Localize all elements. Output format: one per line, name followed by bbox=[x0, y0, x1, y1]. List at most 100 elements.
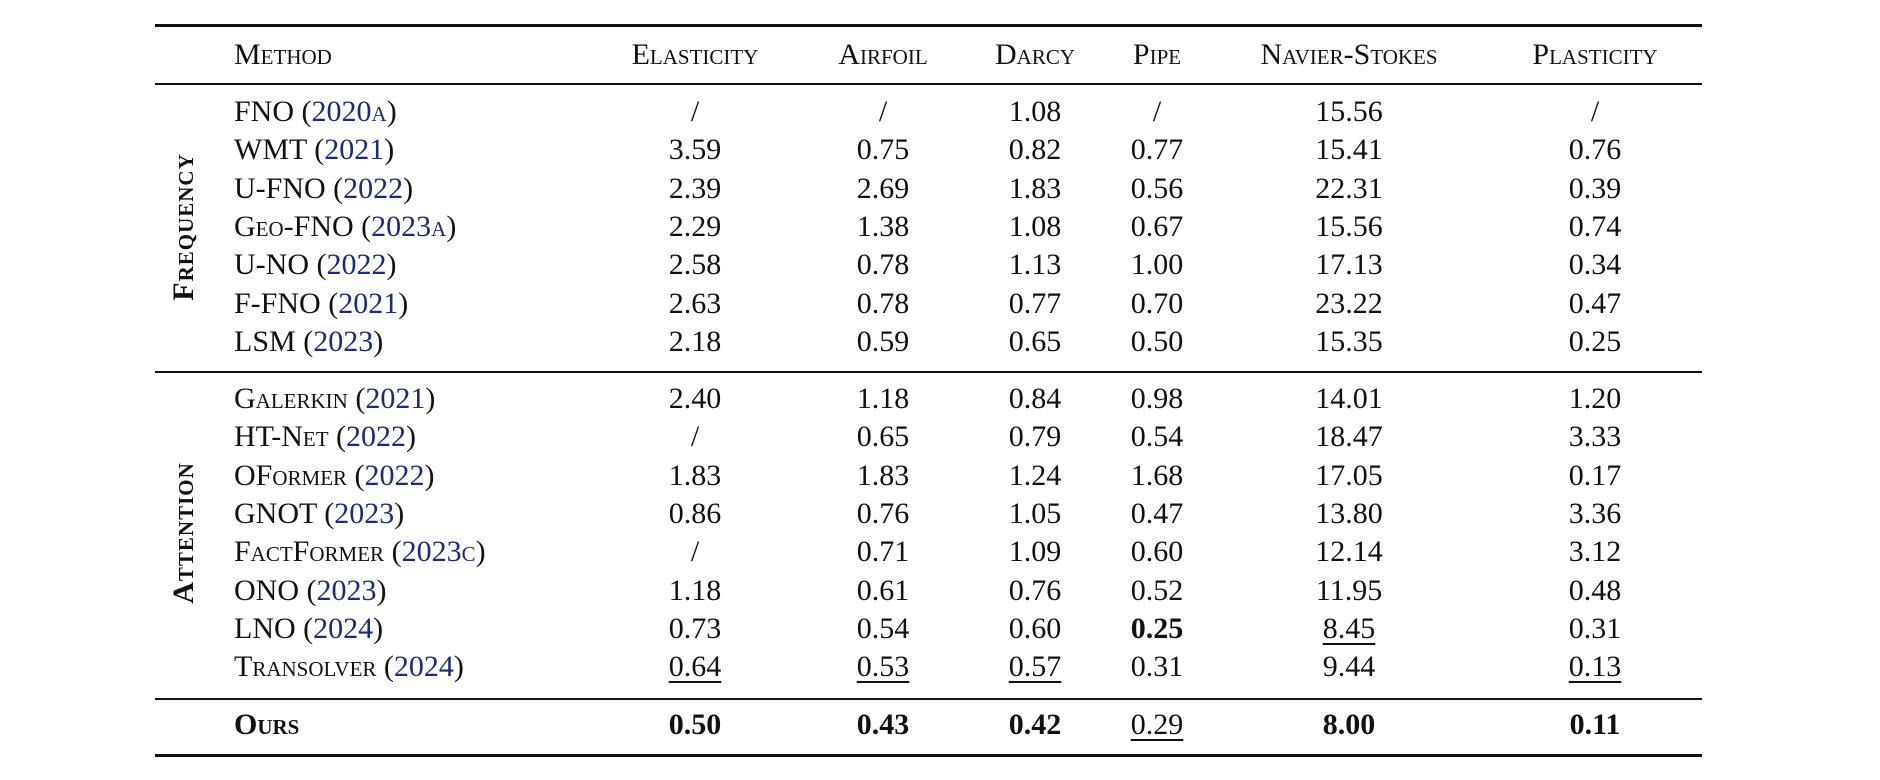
value-cell: 2.69 bbox=[856, 171, 910, 205]
method-name: Galerkin bbox=[234, 382, 348, 415]
value-cell: 22.31 bbox=[1315, 171, 1383, 205]
value-cell: 0.70 bbox=[1130, 286, 1184, 320]
value-cell: 0.50 bbox=[1130, 324, 1184, 358]
method-cell: WMT (2021) bbox=[234, 132, 394, 168]
value-cell: 15.56 bbox=[1315, 95, 1383, 128]
method-cell: Transolver (2024) bbox=[234, 649, 464, 685]
value-cell: 0.57 bbox=[1008, 650, 1062, 684]
group-label: Attention bbox=[167, 462, 200, 604]
space bbox=[384, 535, 392, 568]
value-cell: 17.13 bbox=[1315, 248, 1383, 282]
citation-paren: ) bbox=[376, 573, 387, 607]
citation-paren: ( bbox=[306, 573, 317, 607]
value-cell: 12.14 bbox=[1315, 535, 1383, 569]
method-name: Transolver bbox=[234, 650, 377, 684]
citation-paren: ( bbox=[328, 286, 339, 320]
method-name: WMT bbox=[234, 133, 307, 167]
citation-year: 2022 bbox=[364, 458, 425, 492]
value-cell: 0.76 bbox=[1008, 573, 1062, 607]
header-rule bbox=[155, 83, 1702, 85]
value-cell: 0.53 bbox=[856, 650, 910, 684]
value-cell: 0.11 bbox=[1569, 708, 1621, 741]
value-cell: 0.82 bbox=[1008, 133, 1062, 167]
value-cell: 14.01 bbox=[1315, 382, 1383, 415]
citation-year: 2022 bbox=[326, 248, 387, 282]
value-cell: 3.33 bbox=[1568, 420, 1622, 454]
value-cell: 11.95 bbox=[1315, 573, 1383, 607]
citation-paren: ) bbox=[403, 171, 414, 205]
value-cell: / bbox=[878, 95, 888, 128]
group-label: Frequency bbox=[167, 153, 200, 301]
method-name: ONO bbox=[234, 573, 299, 607]
value-cell: 1.83 bbox=[1008, 171, 1062, 205]
citation-paren: ( bbox=[383, 650, 394, 684]
citation-paren: ) bbox=[373, 324, 384, 358]
method-name: OFormer bbox=[234, 458, 348, 492]
method-cell: Geo-FNO (2023a) bbox=[234, 209, 456, 245]
value-cell: 2.58 bbox=[668, 248, 722, 282]
value-cell: 0.13 bbox=[1568, 650, 1622, 684]
value-cell: 3.36 bbox=[1568, 496, 1622, 530]
citation-year: 2022 bbox=[343, 171, 404, 205]
method-cell: FactFormer (2023c) bbox=[234, 534, 486, 570]
citation-paren: ( bbox=[361, 209, 372, 243]
value-cell: 0.76 bbox=[856, 496, 910, 530]
method-cell: LNO (2024) bbox=[234, 611, 383, 647]
citation-paren: ) bbox=[425, 382, 436, 415]
value-cell: 0.54 bbox=[856, 611, 910, 645]
value-cell: / bbox=[690, 535, 700, 569]
value-cell: 2.63 bbox=[668, 286, 722, 320]
header-cell: Navier-Stokes bbox=[1260, 38, 1438, 71]
citation-year: 2021 bbox=[365, 382, 426, 415]
value-cell: 15.56 bbox=[1315, 209, 1383, 243]
citation-paren: ) bbox=[394, 496, 405, 530]
value-cell: 0.98 bbox=[1130, 382, 1184, 415]
citation-year: 2023 bbox=[316, 573, 377, 607]
value-cell: 0.25 bbox=[1568, 324, 1622, 358]
value-cell: 0.65 bbox=[856, 420, 910, 454]
citation-paren: ( bbox=[316, 248, 327, 282]
header-cell: Darcy bbox=[994, 38, 1076, 71]
value-cell: 0.29 bbox=[1130, 708, 1184, 741]
method-cell: U-FNO (2022) bbox=[234, 171, 413, 207]
value-cell: 1.09 bbox=[1008, 535, 1062, 569]
method-cell: ONO (2023) bbox=[234, 573, 387, 609]
citation-year: 2024 bbox=[313, 611, 374, 645]
citation-paren: ) bbox=[384, 133, 395, 167]
value-cell: 13.80 bbox=[1315, 496, 1383, 530]
citation-year: 2023 bbox=[313, 324, 374, 358]
citation-paren: ( bbox=[301, 95, 312, 128]
value-cell: 0.42 bbox=[1008, 708, 1062, 741]
method-name: U-FNO bbox=[234, 171, 326, 205]
citation-year: 2024 bbox=[393, 650, 454, 684]
value-cell: 0.56 bbox=[1130, 171, 1184, 205]
method-cell: U-NO (2022) bbox=[234, 247, 397, 283]
value-cell: 2.18 bbox=[668, 324, 722, 358]
value-cell: 0.60 bbox=[1008, 611, 1062, 645]
value-cell: 9.44 bbox=[1322, 650, 1376, 684]
value-cell: 0.84 bbox=[1008, 382, 1062, 415]
value-cell: 8.00 bbox=[1322, 708, 1376, 741]
value-cell: 1.68 bbox=[1130, 458, 1184, 492]
value-cell: 1.13 bbox=[1008, 248, 1062, 282]
header-cell: Plasticity bbox=[1532, 38, 1658, 71]
value-cell: 1.24 bbox=[1008, 458, 1062, 492]
citation-paren: ( bbox=[354, 458, 365, 492]
citation-year: 2020a bbox=[311, 95, 387, 128]
value-cell: 15.41 bbox=[1315, 133, 1383, 167]
ours-rule bbox=[155, 698, 1702, 700]
value-cell: 0.39 bbox=[1568, 171, 1622, 205]
citation-year: 2021 bbox=[338, 286, 399, 320]
citation-year: 2022 bbox=[346, 420, 407, 454]
method-name: GNOT bbox=[234, 496, 317, 530]
value-cell: 17.05 bbox=[1315, 458, 1383, 492]
citation-paren: ( bbox=[355, 382, 366, 415]
method-cell: Ours bbox=[234, 707, 299, 743]
value-cell: 0.61 bbox=[856, 573, 910, 607]
value-cell: 0.86 bbox=[668, 496, 722, 530]
space bbox=[329, 420, 337, 453]
value-cell: 0.59 bbox=[856, 324, 910, 358]
space bbox=[299, 574, 307, 607]
value-cell: 1.83 bbox=[668, 458, 722, 492]
value-cell: 0.71 bbox=[856, 535, 910, 569]
